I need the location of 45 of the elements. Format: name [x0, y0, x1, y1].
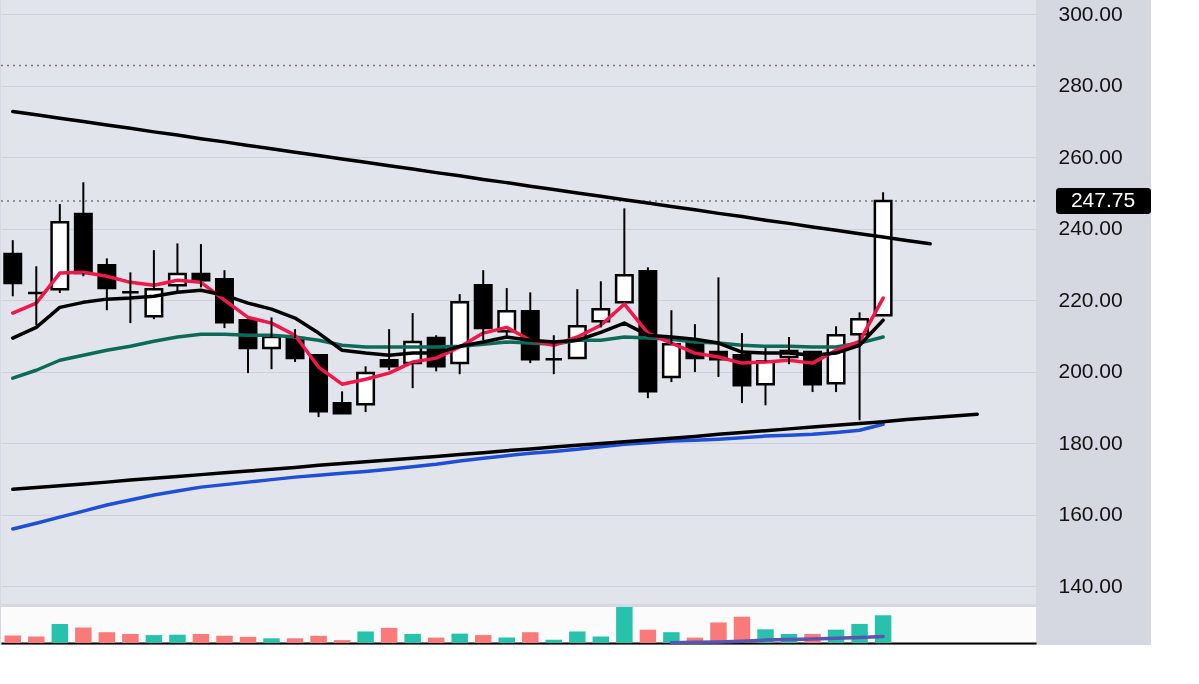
- bar: [639, 629, 657, 643]
- bar: [51, 623, 69, 643]
- bar: [545, 639, 563, 643]
- bar: [75, 627, 92, 643]
- y-tick-label: 220.00: [1058, 287, 1123, 311]
- y-tick-label: 140.00: [1058, 573, 1123, 597]
- bar: [169, 634, 186, 643]
- bar: [333, 640, 351, 643]
- bar: [380, 627, 398, 643]
- bar: [616, 607, 633, 643]
- ref-line-label: 247.75: [1070, 188, 1136, 212]
- bar: [28, 636, 45, 643]
- y-tick-label: 300.00: [1058, 1, 1123, 25]
- y-tick-label: 240.00: [1058, 216, 1123, 240]
- bar: [522, 632, 539, 643]
- bar: [239, 636, 257, 643]
- bar: [357, 631, 374, 643]
- bar: [192, 634, 210, 643]
- bar: [216, 635, 233, 643]
- y-tick-label: 200.00: [1058, 359, 1123, 383]
- bar: [498, 637, 515, 643]
- bar: [451, 633, 468, 643]
- bar: [263, 638, 280, 643]
- line-series: [11, 412, 979, 492]
- bar: [569, 631, 586, 643]
- candlestick: [50, 203, 70, 295]
- bar: [122, 634, 139, 643]
- candlestick: [73, 181, 93, 278]
- bar: [286, 638, 304, 643]
- y-tick-label: 160.00: [1058, 502, 1123, 526]
- bar: [592, 636, 610, 643]
- candlestick: [3, 239, 23, 298]
- bar: [474, 635, 492, 643]
- bar: [98, 632, 116, 643]
- bar: [404, 634, 421, 643]
- bar: [310, 635, 327, 643]
- y-tick-label: 260.00: [1058, 144, 1123, 168]
- y-tick-label: 280.00: [1058, 73, 1123, 97]
- bar: [4, 635, 21, 643]
- bar: [145, 635, 163, 643]
- candlestick: [591, 280, 611, 329]
- y-tick-label: 180.00: [1058, 430, 1123, 454]
- bar: [427, 637, 445, 643]
- line-series: [11, 422, 885, 531]
- bar: [874, 615, 892, 643]
